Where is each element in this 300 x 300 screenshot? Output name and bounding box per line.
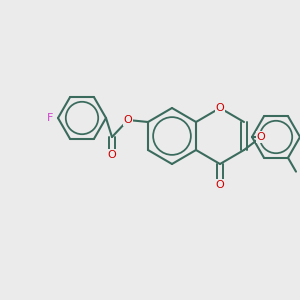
Text: O: O [216,103,224,113]
Text: O: O [108,150,116,160]
Text: O: O [124,115,132,125]
Text: O: O [216,180,224,190]
Text: O: O [256,132,266,142]
Text: F: F [47,113,53,123]
